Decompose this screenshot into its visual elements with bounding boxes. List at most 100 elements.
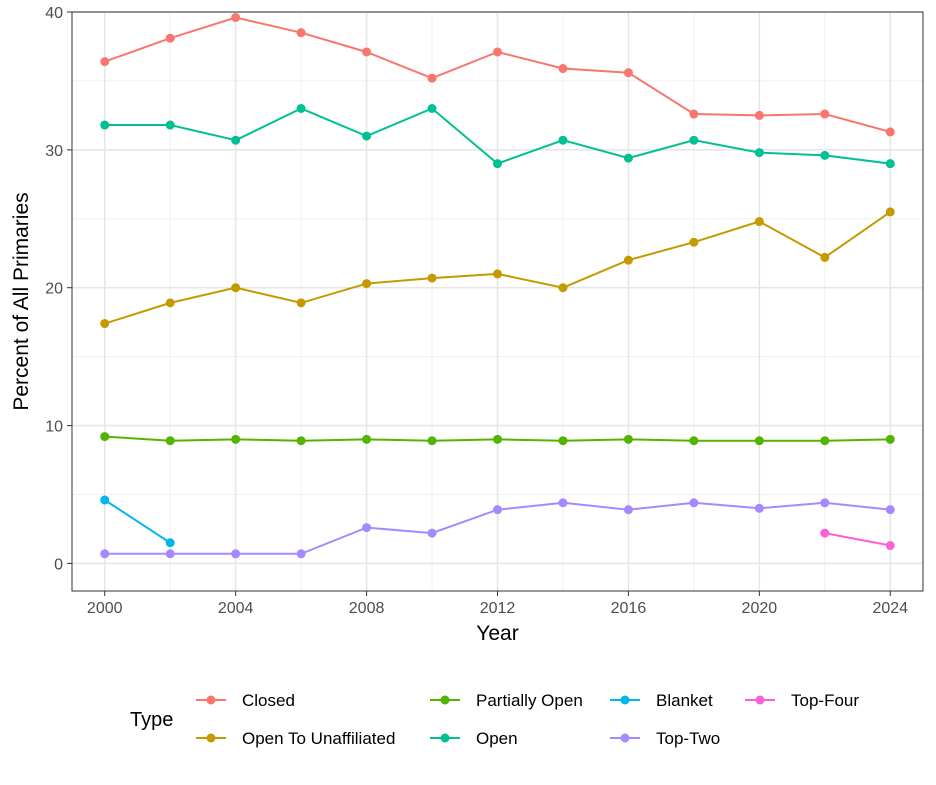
data-point-top-two [689, 498, 699, 508]
data-point-closed [623, 68, 633, 78]
series-top-four [820, 528, 895, 551]
x-tick-label: 2012 [480, 600, 516, 617]
data-point-open [100, 120, 110, 130]
legend-key-point [440, 695, 450, 705]
x-tick-label: 2020 [742, 600, 778, 617]
x-tick-label: 2004 [218, 600, 254, 617]
legend-label: Open To Unaffiliated [242, 729, 395, 748]
data-point-open-to-unaffiliated [296, 298, 306, 308]
data-point-open-to-unaffiliated [362, 279, 372, 289]
data-point-top-two [493, 505, 502, 515]
series-top-two [100, 498, 895, 559]
data-point-partially-open [100, 432, 110, 442]
data-point-closed [165, 33, 175, 43]
legend-item-blanket: Blanket [610, 691, 713, 710]
data-point-top-two [623, 505, 633, 515]
data-point-partially-open [820, 436, 830, 446]
data-point-partially-open [885, 434, 895, 444]
data-point-blanket [100, 495, 110, 505]
legend-item-top-four: Top-Four [745, 691, 859, 710]
data-point-closed [885, 127, 895, 137]
series-line-top-four [824, 532, 891, 547]
data-point-open [427, 104, 437, 113]
legend-label: Open [476, 729, 518, 748]
x-tick-label: 2024 [872, 600, 908, 617]
data-point-open [296, 104, 306, 113]
data-point-open [362, 131, 372, 141]
data-point-open [754, 148, 764, 158]
data-point-partially-open [754, 436, 764, 446]
series-open-to-unaffiliated [100, 207, 895, 329]
legend-label: Closed [242, 691, 295, 710]
legend-key-point [620, 695, 630, 705]
legend-title: Type [130, 709, 173, 731]
data-point-partially-open [558, 436, 568, 446]
legend-label: Partially Open [476, 691, 583, 710]
data-point-closed [362, 47, 372, 57]
data-point-open-to-unaffiliated [165, 298, 175, 308]
series-open [100, 104, 895, 169]
data-point-top-two [296, 549, 306, 559]
data-point-partially-open [231, 434, 241, 444]
data-point-top-four [820, 528, 830, 538]
data-point-open-to-unaffiliated [689, 237, 699, 247]
data-point-open-to-unaffiliated [558, 283, 568, 293]
x-tick-label: 2000 [87, 600, 123, 617]
x-tick-label: 2008 [349, 600, 385, 617]
data-point-open-to-unaffiliated [754, 217, 764, 227]
legend-key-point [206, 733, 216, 743]
data-point-top-four [885, 541, 895, 551]
data-point-top-two [231, 549, 241, 559]
data-point-partially-open [493, 434, 502, 444]
series-partially-open [100, 432, 895, 446]
series-closed [100, 13, 895, 137]
legend-label: Top-Four [791, 691, 859, 710]
data-point-closed [296, 28, 306, 38]
legend-item-open: Open [430, 729, 518, 748]
data-point-open [623, 153, 633, 163]
x-axis-title: Year [476, 622, 518, 645]
data-point-partially-open [427, 436, 437, 446]
legend-key-point [620, 733, 630, 743]
data-point-open-to-unaffiliated [100, 319, 110, 329]
data-point-blanket [165, 538, 175, 548]
data-point-closed [427, 73, 437, 83]
data-point-open [820, 150, 830, 160]
y-tick-label: 20 [45, 281, 63, 298]
y-tick-label: 0 [54, 556, 63, 573]
x-tick-label: 2016 [611, 600, 647, 617]
data-point-open [493, 159, 502, 169]
data-point-closed [493, 47, 502, 57]
data-point-top-two [100, 549, 110, 559]
y-tick-label: 30 [45, 143, 63, 160]
legend-label: Top-Two [656, 729, 720, 748]
data-point-closed [754, 110, 764, 120]
data-point-top-two [427, 528, 437, 538]
data-point-partially-open [165, 436, 175, 446]
legend-key-point [755, 695, 765, 705]
data-point-closed [231, 13, 241, 23]
y-tick-label: 10 [45, 419, 63, 436]
data-point-open-to-unaffiliated [493, 269, 502, 279]
series-line-blanket [104, 499, 171, 544]
data-point-top-two [754, 503, 764, 513]
data-point-open [165, 120, 175, 130]
series-blanket [100, 495, 175, 548]
series-layer [100, 13, 895, 559]
legend-item-open-to-unaffiliated: Open To Unaffiliated [196, 729, 395, 748]
data-point-open-to-unaffiliated [427, 273, 437, 283]
data-point-partially-open [362, 434, 372, 444]
data-point-top-two [885, 505, 895, 515]
data-point-closed [558, 64, 568, 74]
data-point-top-two [820, 498, 830, 508]
data-point-open-to-unaffiliated [231, 283, 241, 293]
legend-item-partially-open: Partially Open [430, 691, 583, 710]
legend-item-top-two: Top-Two [610, 729, 720, 748]
legend-item-closed: Closed [196, 691, 295, 710]
legend-label: Blanket [656, 691, 713, 710]
data-point-top-two [558, 498, 568, 508]
data-point-partially-open [689, 436, 699, 446]
y-tick-label: 40 [45, 5, 63, 22]
